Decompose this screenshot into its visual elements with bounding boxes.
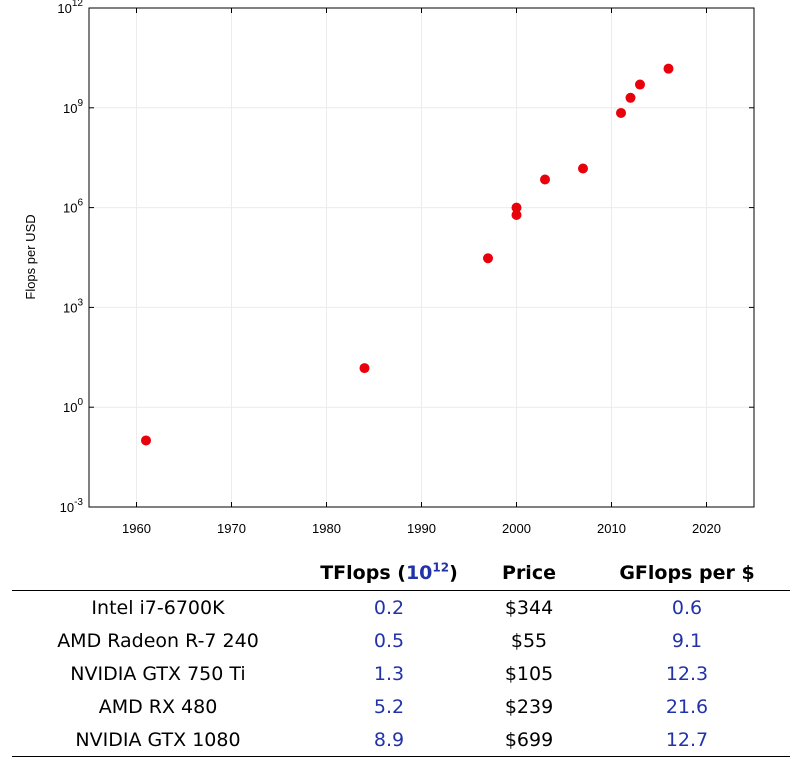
cell-device: Intel i7-6700K	[91, 596, 225, 619]
data-points	[141, 63, 674, 446]
axis-ticks	[89, 7, 754, 508]
header-gflops-per-dollar: GFlops per $	[619, 562, 755, 584]
table-row: Intel i7-6700K 0.2 $344 0.6	[12, 591, 790, 625]
table-row: AMD RX 480 5.2 $239 21.6	[12, 690, 790, 723]
data-point	[540, 174, 550, 185]
cell-tflops: 8.9	[373, 728, 405, 751]
x-tick-label: 1970	[217, 521, 246, 536]
cell-device: AMD RX 480	[98, 695, 218, 718]
cell-device: AMD Radeon R-7 240	[57, 629, 259, 652]
y-tick-label: 103	[63, 297, 83, 315]
y-tick-label: 10-3	[60, 497, 84, 515]
cell-gflops: 9.1	[671, 629, 703, 652]
data-point	[359, 363, 370, 374]
header-device	[12, 556, 304, 591]
cell-gflops: 12.7	[665, 728, 709, 751]
cell-gflops: 0.6	[671, 596, 703, 619]
cell-price: $55	[510, 629, 548, 652]
cell-tflops: 0.5	[373, 629, 405, 652]
y-axis-label: Flops per USD	[23, 214, 38, 299]
cell-tflops: 5.2	[373, 695, 405, 718]
header-tflops: TFlops (1012)	[320, 560, 458, 584]
cell-price: $105	[504, 662, 554, 685]
cell-tflops: 0.2	[373, 596, 405, 619]
y-tick-label: 109	[63, 98, 83, 116]
data-point	[616, 107, 626, 118]
cell-price: $239	[504, 695, 554, 718]
x-tick-labels: 1960 1970 1980 1990 2000 2010 2020	[122, 521, 721, 536]
table-row: NVIDIA GTX 1080 8.9 $699 12.7	[12, 723, 790, 757]
header-price: Price	[502, 562, 556, 584]
scatter-chart: 1960 1970 1980 1990 2000 2010 2020 10121091061…	[23, 0, 755, 536]
data-point	[511, 202, 522, 213]
y-tick-labels: 1012 109 106 103 100 10-3	[57, 0, 83, 515]
data-point	[483, 253, 493, 264]
cell-price: $699	[504, 728, 554, 751]
cell-price: $344	[504, 596, 554, 619]
x-tick-label: 2010	[597, 521, 626, 536]
x-tick-label: 2020	[692, 521, 721, 536]
cell-gflops: 12.3	[665, 662, 709, 685]
cell-device: NVIDIA GTX 1080	[75, 728, 241, 751]
cell-device: NVIDIA GTX 750 Ti	[70, 662, 246, 685]
data-point	[511, 209, 522, 220]
x-tick-label: 1960	[122, 521, 151, 536]
data-point	[141, 435, 151, 446]
table-row: NVIDIA GTX 750 Ti 1.3 $105 12.3	[12, 657, 790, 690]
x-tick-label: 1990	[407, 521, 436, 536]
y-tick-label: 100	[63, 397, 83, 415]
table-row: AMD Radeon R-7 240 0.5 $55 9.1	[12, 624, 790, 657]
y-tick-label: 106	[63, 198, 83, 216]
cell-gflops: 21.6	[665, 695, 709, 718]
x-tick-label: 2000	[502, 521, 531, 536]
grid-lines	[89, 7, 754, 508]
data-point	[635, 79, 645, 90]
data-point	[663, 63, 674, 74]
cell-tflops: 1.3	[373, 662, 405, 685]
gpu-comparison-table: TFlops (1012) Price GFlops per $ Intel i…	[12, 556, 790, 757]
table-header-row: TFlops (1012) Price GFlops per $	[12, 556, 790, 591]
data-point	[578, 163, 588, 174]
x-tick-label: 1980	[312, 521, 341, 536]
data-point	[625, 92, 636, 103]
y-tick-label: 1012	[57, 0, 83, 16]
